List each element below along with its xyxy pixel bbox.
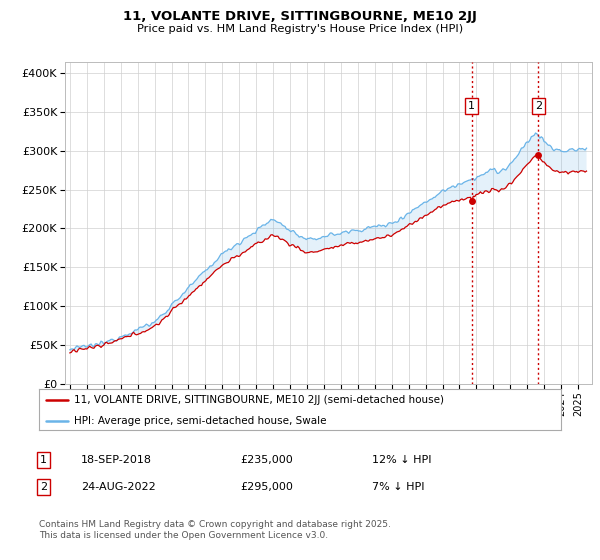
Text: 11, VOLANTE DRIVE, SITTINGBOURNE, ME10 2JJ (semi-detached house): 11, VOLANTE DRIVE, SITTINGBOURNE, ME10 2… — [74, 395, 445, 405]
Text: £235,000: £235,000 — [240, 455, 293, 465]
Text: 2: 2 — [40, 482, 47, 492]
Text: 12% ↓ HPI: 12% ↓ HPI — [372, 455, 431, 465]
Text: 7% ↓ HPI: 7% ↓ HPI — [372, 482, 425, 492]
Text: HPI: Average price, semi-detached house, Swale: HPI: Average price, semi-detached house,… — [74, 416, 327, 426]
Text: 1: 1 — [468, 101, 475, 111]
Text: £295,000: £295,000 — [240, 482, 293, 492]
Text: 2: 2 — [535, 101, 542, 111]
Text: 1: 1 — [40, 455, 47, 465]
Text: 11, VOLANTE DRIVE, SITTINGBOURNE, ME10 2JJ: 11, VOLANTE DRIVE, SITTINGBOURNE, ME10 2… — [123, 10, 477, 23]
Text: Contains HM Land Registry data © Crown copyright and database right 2025.
This d: Contains HM Land Registry data © Crown c… — [39, 520, 391, 540]
Text: 18-SEP-2018: 18-SEP-2018 — [81, 455, 152, 465]
Text: 24-AUG-2022: 24-AUG-2022 — [81, 482, 156, 492]
Text: Price paid vs. HM Land Registry's House Price Index (HPI): Price paid vs. HM Land Registry's House … — [137, 24, 463, 34]
